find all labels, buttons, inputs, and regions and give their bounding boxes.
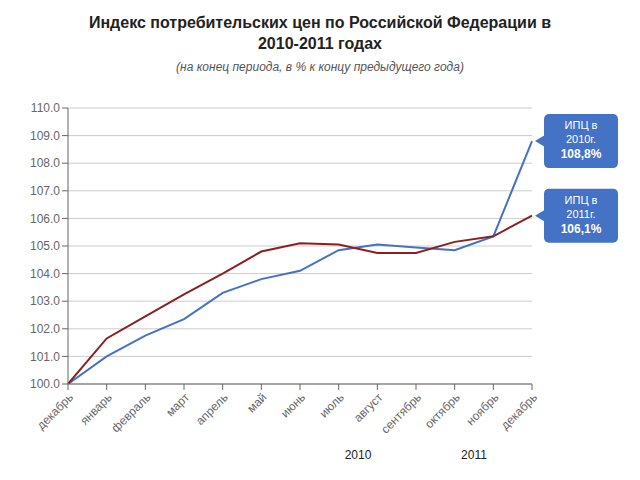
svg-text:апрель: апрель (193, 390, 231, 428)
svg-text:2010г.: 2010г. (566, 133, 596, 145)
svg-text:106,1%: 106,1% (561, 222, 602, 236)
svg-text:январь: январь (77, 390, 114, 427)
svg-text:103.0: 103.0 (30, 294, 60, 308)
svg-text:101.0: 101.0 (30, 350, 60, 364)
svg-text:октябрь: октябрь (422, 390, 463, 431)
svg-text:февраль: февраль (109, 390, 154, 435)
svg-text:март: март (163, 390, 192, 419)
svg-text:июнь: июнь (278, 390, 308, 420)
svg-text:106.0: 106.0 (30, 212, 60, 226)
svg-text:2011г.: 2011г. (566, 208, 595, 220)
svg-text:ИПЦ в: ИПЦ в (565, 194, 598, 206)
svg-text:август: август (351, 390, 386, 425)
html-text:2010: 2010 (344, 448, 372, 462)
svg-text:ноябрь: ноябрь (464, 390, 502, 428)
svg-text:декабрь: декабрь (498, 390, 540, 432)
svg-text:100.0: 100.0 (30, 377, 60, 391)
html-text:Индекс потребительских цен по: Индекс потребительских цен по Российской… (89, 14, 551, 52)
svg-text:108,8%: 108,8% (561, 147, 602, 161)
svg-text:109.0: 109.0 (30, 129, 60, 143)
html-text:(на конец периода, в % к концу: (на конец периода, в % к концу предыдуще… (176, 60, 464, 74)
svg-text:май: май (244, 390, 269, 415)
svg-text:сентябрь: сентябрь (378, 390, 424, 436)
svg-text:ИПЦ в: ИПЦ в (565, 119, 598, 131)
svg-text:107.0: 107.0 (30, 184, 60, 198)
html-text:2011: 2011 (461, 448, 487, 462)
svg-text:108.0: 108.0 (30, 156, 60, 170)
svg-text:105.0: 105.0 (30, 239, 60, 253)
svg-text:декабрь: декабрь (34, 390, 76, 432)
svg-text:110.0: 110.0 (31, 101, 60, 115)
svg-text:июль: июль (317, 390, 347, 420)
svg-text:104.0: 104.0 (30, 267, 60, 281)
svg-text:102.0: 102.0 (30, 322, 60, 336)
